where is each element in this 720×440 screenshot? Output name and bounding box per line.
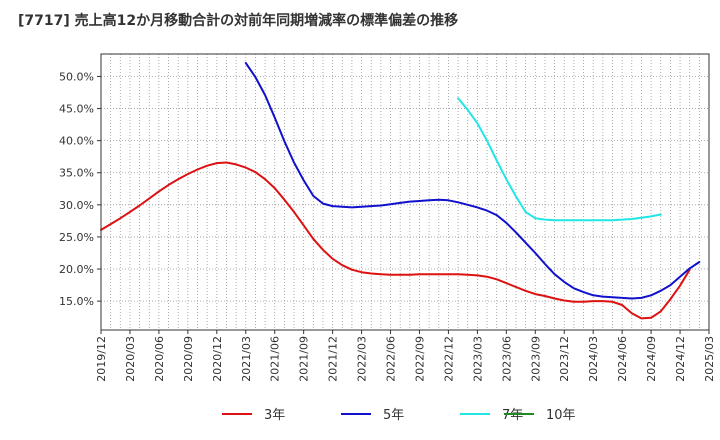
x-tick-label: 2021/09 bbox=[298, 336, 311, 382]
x-tick-label: 2020/03 bbox=[124, 336, 137, 382]
x-tick-label: 2019/12 bbox=[95, 336, 108, 382]
series-layer bbox=[100, 62, 701, 320]
y-tick-label: 40.0% bbox=[59, 135, 94, 148]
x-tick-label: 2022/12 bbox=[442, 336, 455, 382]
series-line-3 bbox=[457, 97, 662, 222]
x-tick-label: 2021/03 bbox=[240, 336, 253, 382]
y-tick-label: 20.0% bbox=[59, 263, 94, 276]
y-tick-label: 35.0% bbox=[59, 167, 94, 180]
legend: 3年 5年 7年 10年 bbox=[222, 408, 576, 423]
x-tick-label: 2021/12 bbox=[327, 336, 340, 382]
x-tick-label: 2023/12 bbox=[558, 336, 571, 382]
plot-border bbox=[100, 53, 710, 331]
series-line-1 bbox=[100, 161, 691, 320]
x-tick-label: 2024/03 bbox=[587, 336, 600, 382]
y-tick-label: 45.0% bbox=[59, 103, 94, 116]
x-tick-label: 2024/09 bbox=[645, 336, 658, 382]
y-tick-label: 30.0% bbox=[59, 199, 94, 212]
x-tick-label: 2021/06 bbox=[269, 336, 282, 382]
x-tick-label: 2025/03 bbox=[703, 336, 716, 382]
y-tick-label: 50.0% bbox=[59, 70, 94, 83]
y-axis: 15.0% 20.0% 25.0% 30.0% 35.0% 40.0% 45.0% 50.0% bbox=[59, 70, 101, 308]
x-tick-label: 2024/06 bbox=[616, 336, 629, 382]
legend-label: 3年 bbox=[264, 408, 285, 423]
y-tick-label: 25.0% bbox=[59, 231, 94, 244]
x-tick-label: 2023/03 bbox=[471, 336, 484, 382]
plot-background bbox=[101, 54, 709, 330]
legend-label: 7年 bbox=[502, 408, 523, 423]
x-tick-label: 2020/09 bbox=[182, 336, 195, 382]
legend-label: 5年 bbox=[383, 408, 404, 423]
legend-label: 10年 bbox=[546, 408, 576, 423]
x-tick-label: 2023/06 bbox=[500, 336, 513, 382]
series-line-2 bbox=[244, 62, 701, 300]
x-tick-label: 2022/03 bbox=[356, 336, 369, 382]
x-tick-label: 2020/06 bbox=[153, 336, 166, 382]
y-tick-label: 15.0% bbox=[59, 295, 94, 308]
grid-lines bbox=[101, 54, 709, 330]
x-tick-label: 2023/09 bbox=[529, 336, 542, 382]
chart-title: [7717] 売上高12か月移動合計の対前年同期増減率の標準偏差の推移 bbox=[18, 13, 459, 29]
x-axis: 2019/12 2020/03 2020/06 2020/09 2020/12 2021/… bbox=[95, 330, 716, 382]
x-tick-label: 2022/09 bbox=[413, 336, 426, 382]
x-tick-label: 2020/12 bbox=[211, 336, 224, 382]
x-tick-label: 2024/12 bbox=[674, 336, 687, 382]
x-tick-label: 2022/06 bbox=[385, 336, 398, 382]
